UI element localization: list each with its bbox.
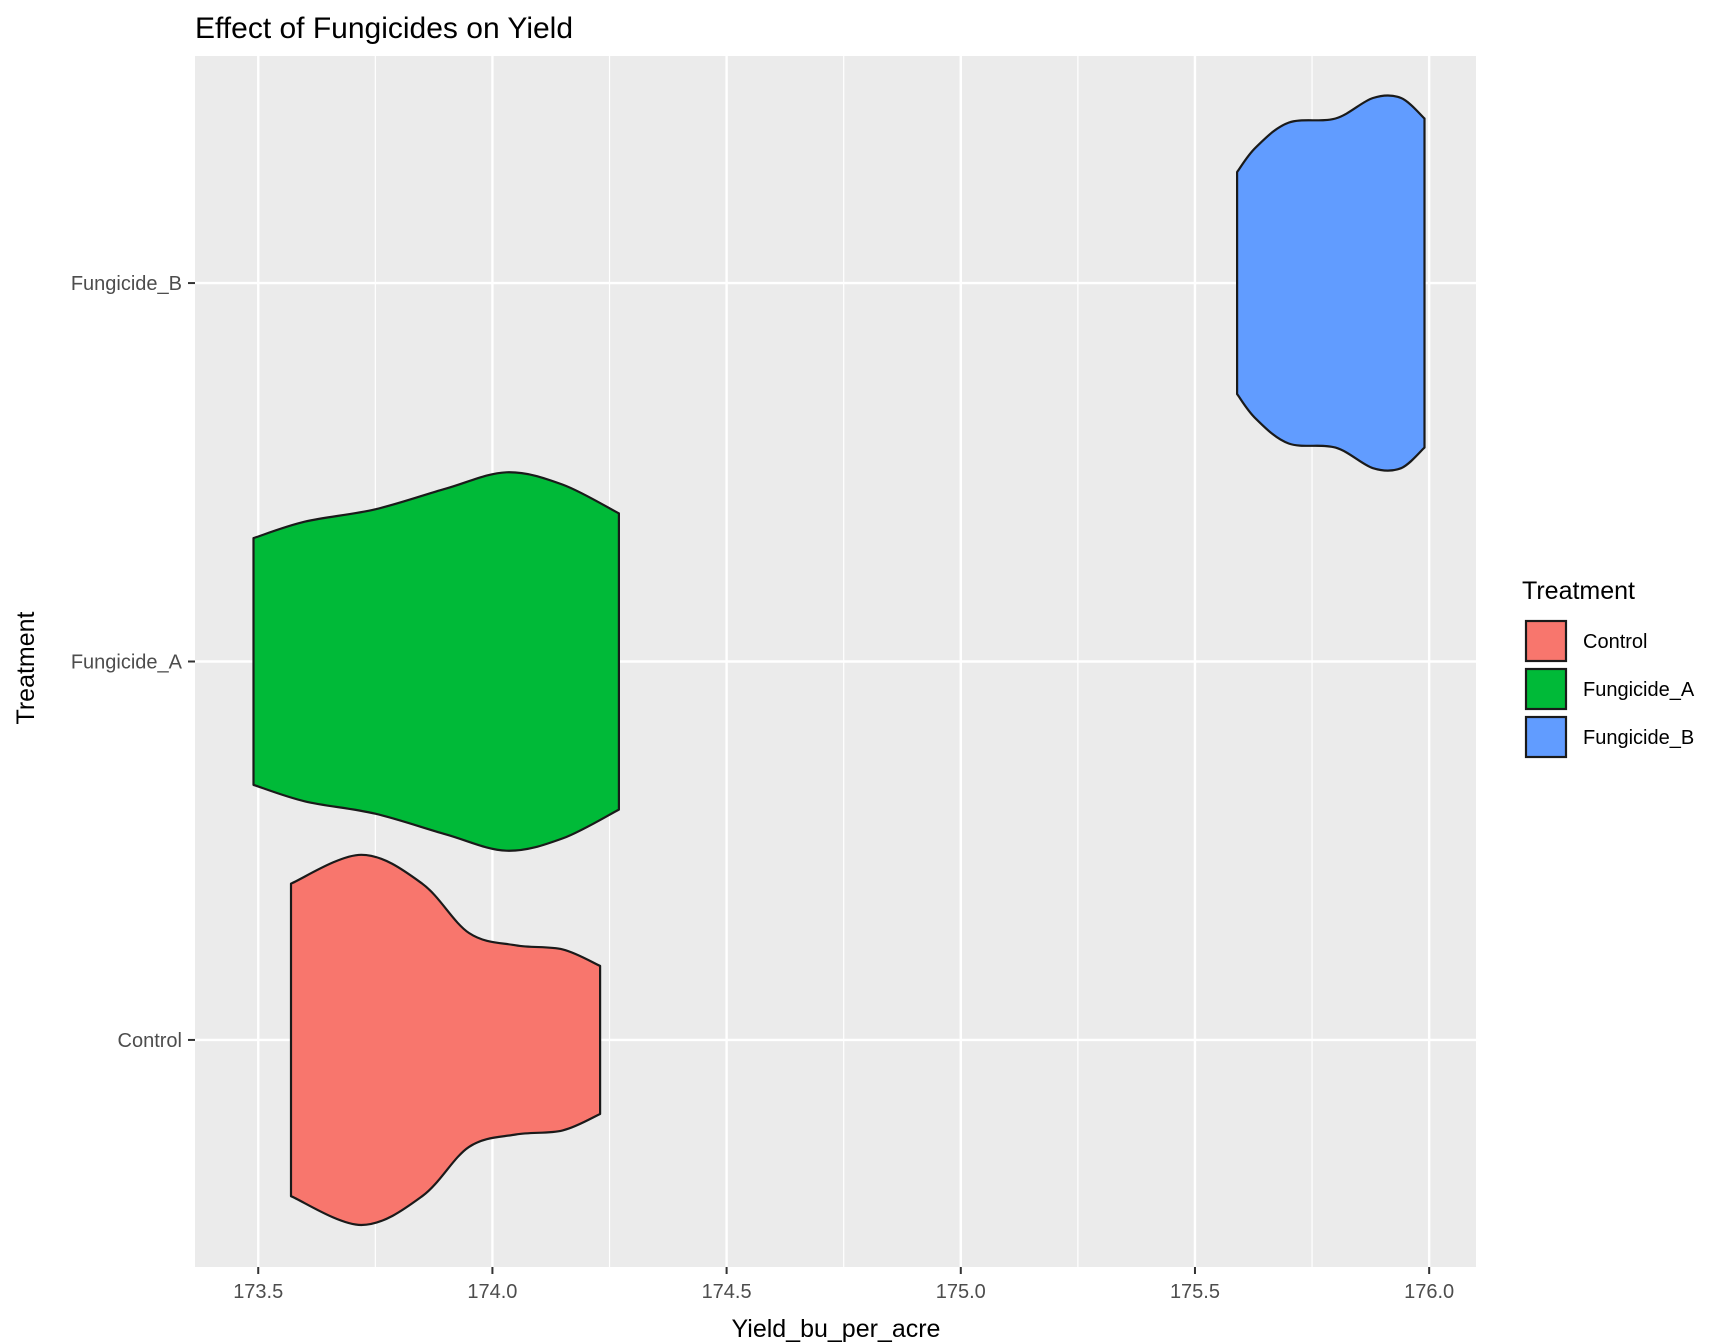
violin-fungicide-a [252,471,620,852]
legend-label: Control [1583,631,1647,653]
legend: Treatment Control Fungicide_A Fungicide_B [1522,577,1695,759]
x-axis-ticks: 173.5 174.0 174.5 175.0 175.5 176.0 [233,1267,1454,1303]
x-tick-label: 176.0 [1404,1281,1454,1303]
violin-control [289,853,602,1227]
y-axis-title: Treatment [12,611,40,724]
legend-label: Fungicide_A [1583,679,1695,701]
legend-title: Treatment [1522,577,1635,605]
x-tick-label: 173.5 [233,1281,283,1303]
x-tick-label: 175.5 [1170,1281,1220,1303]
y-axis-ticks: Control Fungicide_A Fungicide_B [71,273,195,1052]
chart-title: Effect of Fungicides on Yield [195,12,573,45]
legend-swatch [1524,619,1568,663]
y-tick-label: Fungicide_B [71,273,182,295]
y-tick-label: Control [118,1030,182,1052]
violin-fungicide-b [1236,94,1426,472]
x-tick-label: 175.0 [936,1281,986,1303]
x-axis-title: Yield_bu_per_acre [732,1315,941,1343]
y-tick-label: Fungicide_A [71,652,183,674]
x-tick-label: 174.5 [702,1281,752,1303]
x-tick-label: 174.0 [467,1281,517,1303]
legend-swatch [1524,715,1568,759]
legend-label: Fungicide_B [1583,727,1694,749]
violin-series [252,94,1426,1227]
legend-swatch [1524,667,1568,711]
